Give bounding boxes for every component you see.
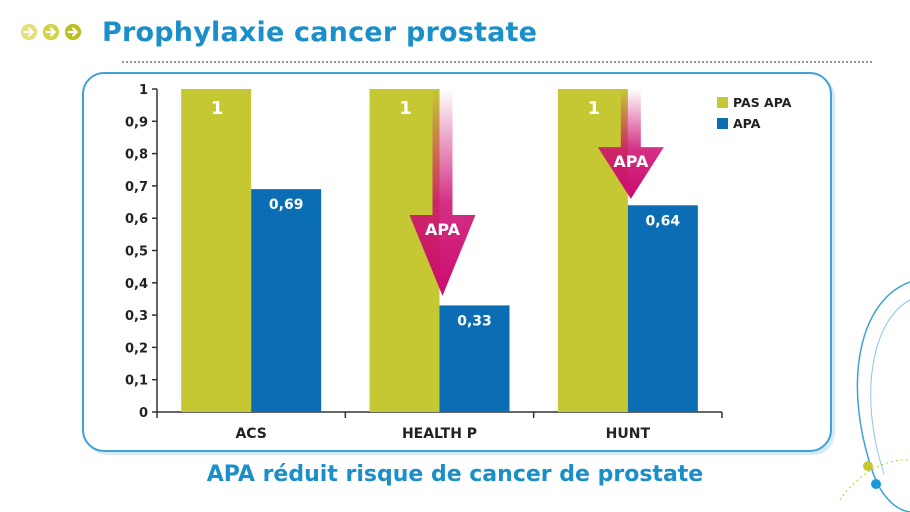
data-label: 0,64	[646, 213, 681, 229]
bar-pas-apa	[181, 89, 252, 412]
title-divider	[122, 61, 872, 63]
data-label: 0,33	[457, 313, 492, 329]
down-arrow-icon	[597, 89, 664, 199]
y-tick-label: 0,7	[125, 180, 148, 195]
y-tick-label: 0,5	[125, 245, 148, 260]
arrow-right-circle-icon	[20, 23, 38, 41]
y-tick-label: 0,8	[125, 148, 148, 163]
bar-apa	[251, 189, 322, 412]
y-tick-label: 0,4	[125, 277, 148, 292]
y-tick-label: 0,1	[125, 374, 148, 389]
down-arrow-icon	[409, 89, 476, 296]
y-tick-label: 0,2	[125, 341, 148, 356]
legend-swatch	[717, 97, 728, 108]
x-tick-label: HUNT	[606, 426, 651, 442]
legend-label: APA	[733, 116, 761, 131]
y-tick-label: 0,3	[125, 309, 148, 324]
arrow-right-circle-icon	[64, 23, 82, 41]
data-label: 0,69	[269, 197, 304, 213]
legend-swatch	[717, 118, 728, 129]
arrow-right-circle-icon	[42, 23, 60, 41]
data-label: 1	[399, 98, 412, 119]
y-tick-label: 0,9	[125, 115, 148, 130]
page-title: Prophylaxie cancer prostate	[102, 16, 538, 48]
bar-apa	[627, 205, 698, 412]
y-tick-label: 0,6	[125, 212, 148, 227]
bar-pas-apa	[557, 89, 628, 412]
slide-header: Prophylaxie cancer prostate	[20, 14, 537, 50]
data-label: 1	[588, 98, 601, 119]
x-tick-label: HEALTH P	[402, 426, 477, 442]
y-tick-label: 0	[139, 406, 148, 421]
arrow-annotation-label: APA	[613, 152, 649, 171]
chart-caption: APA réduit risque de cancer de prostate	[206, 462, 704, 487]
x-tick-label: ACS	[235, 426, 266, 442]
bar-apa	[439, 305, 510, 412]
legend-label: PAS APA	[733, 95, 792, 110]
y-tick-label: 1	[139, 83, 148, 98]
arrow-annotation-label: APA	[425, 220, 461, 239]
data-label: 1	[211, 98, 224, 119]
